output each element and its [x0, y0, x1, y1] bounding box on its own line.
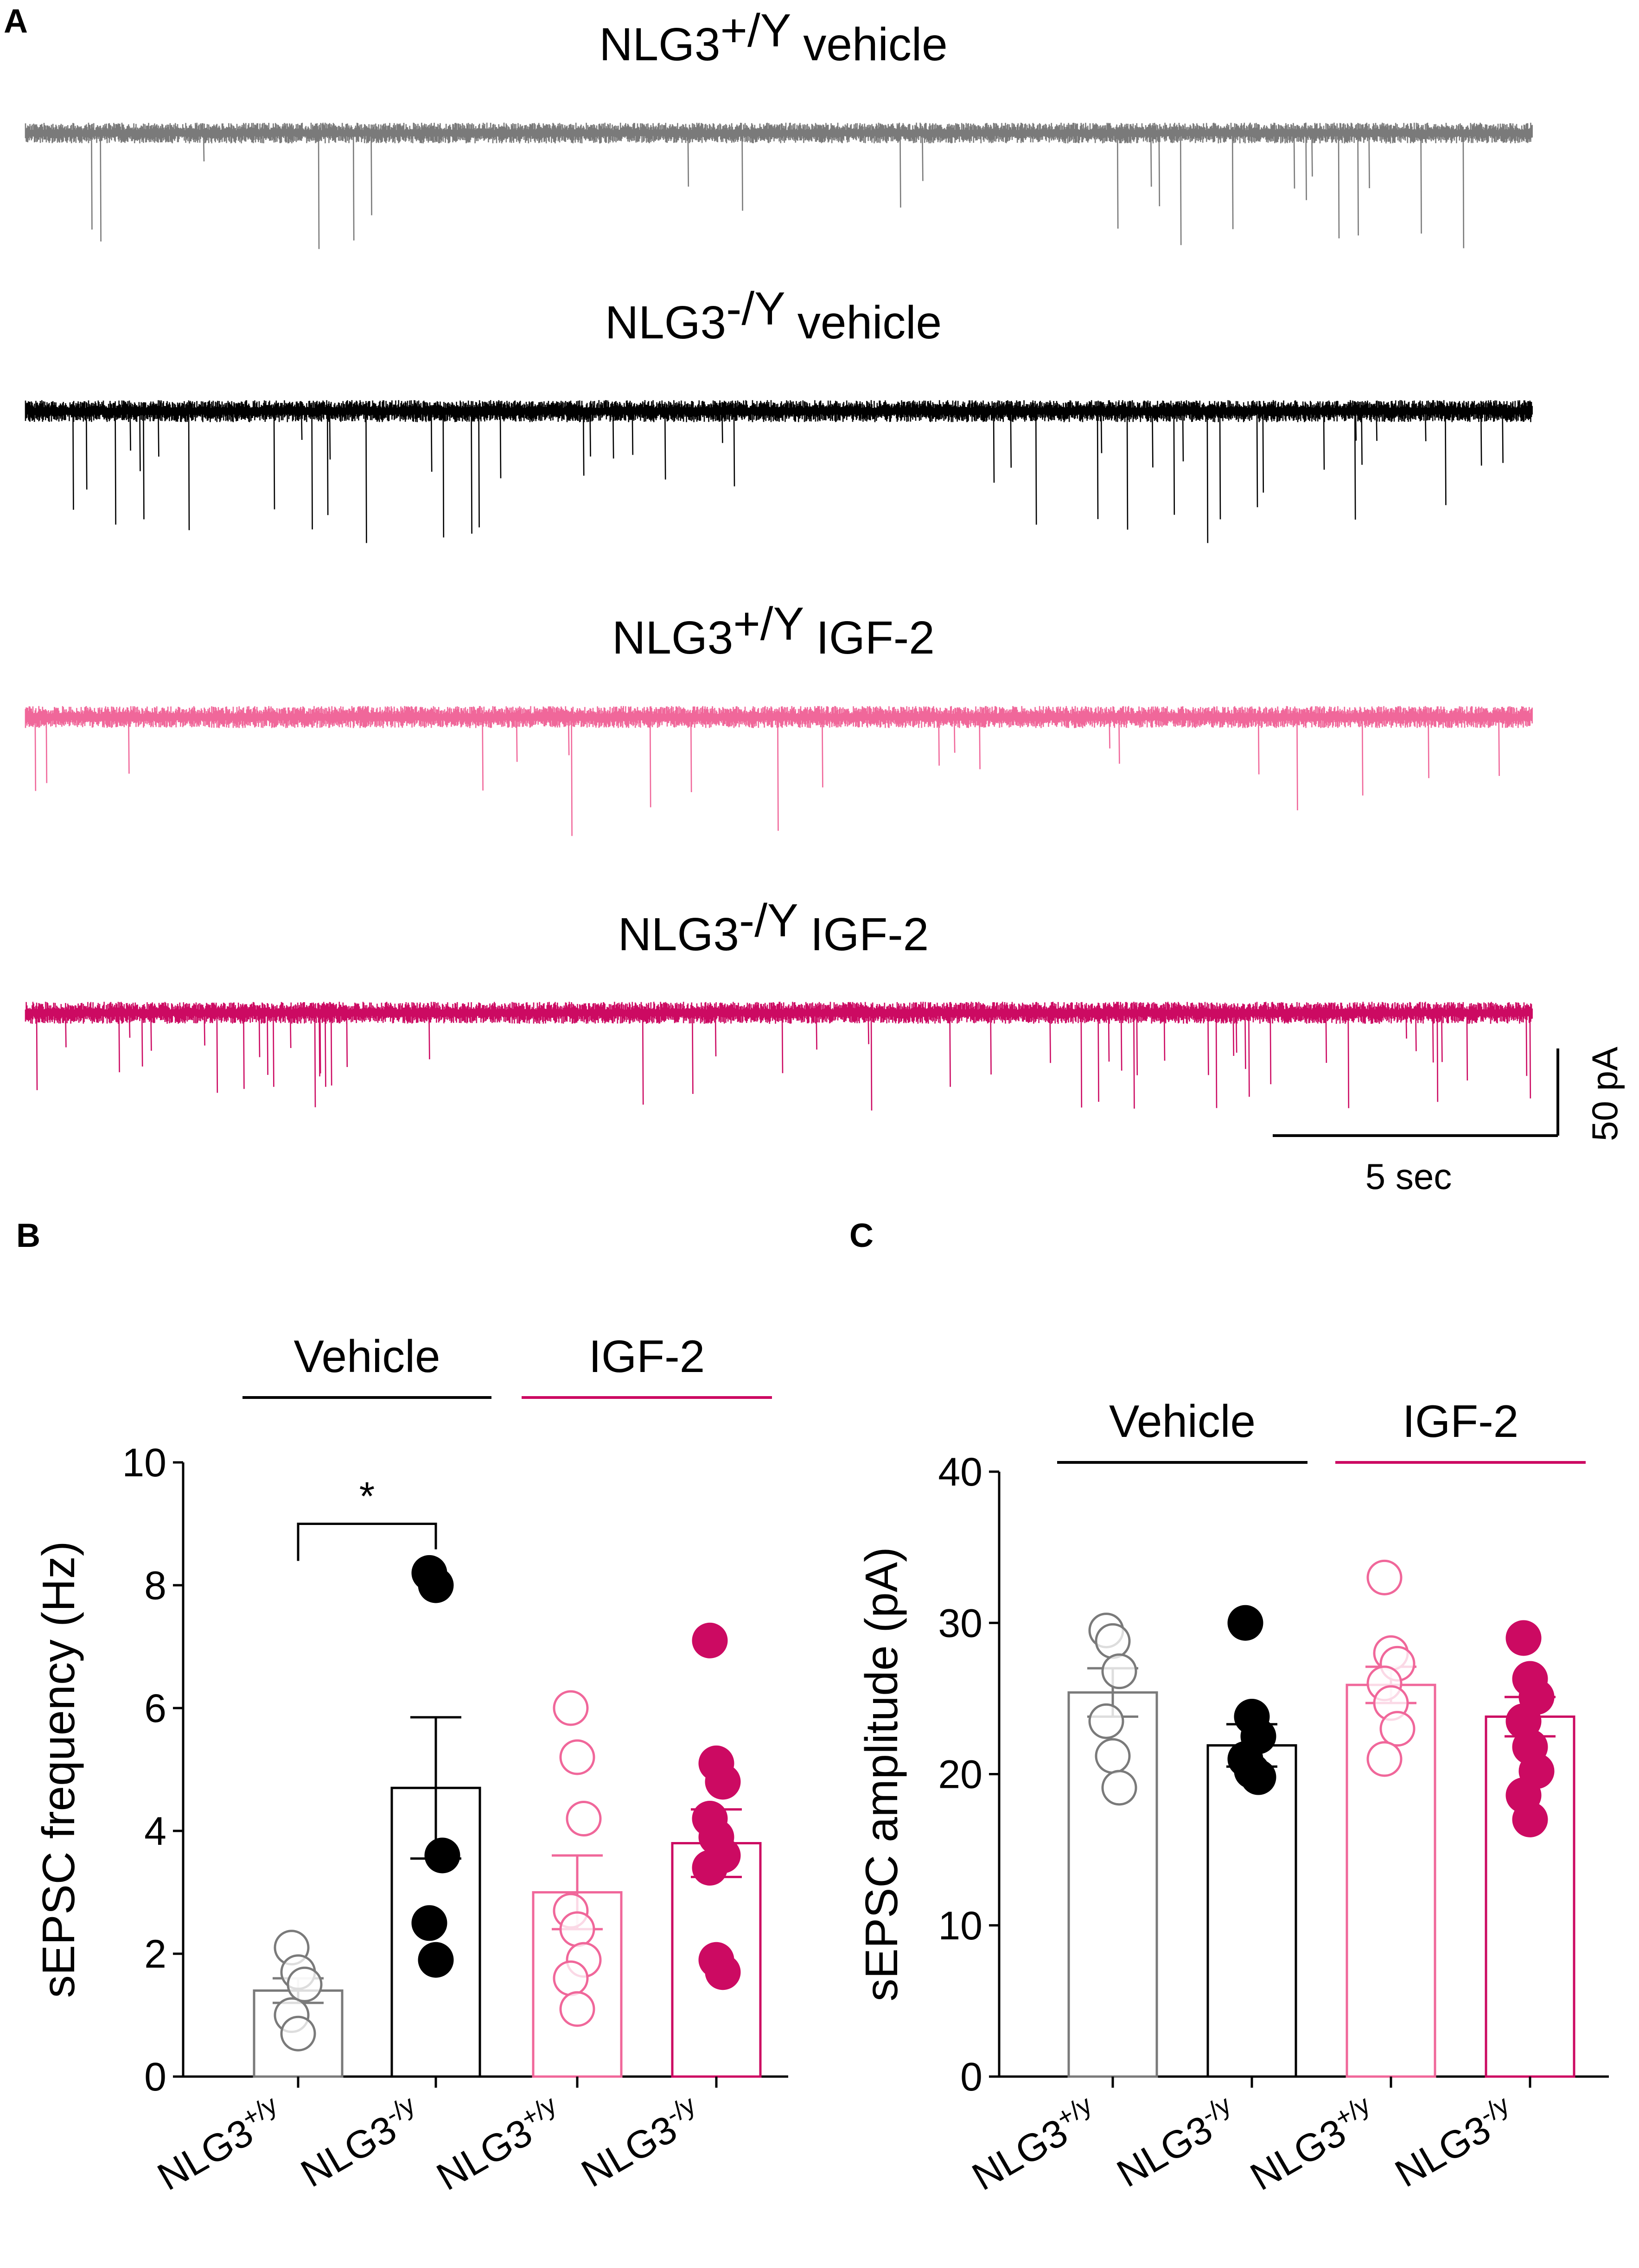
significance-bracket	[297, 1523, 437, 1561]
category-label-base: NLG3	[293, 2107, 403, 2195]
trace-title-3-superscript: -/Y	[739, 895, 797, 947]
trace-title-3-suffix: IGF-2	[797, 908, 929, 960]
data-point	[566, 1801, 602, 1836]
scale-bar-current-label: 50 pA	[1584, 1047, 1625, 1141]
data-point	[418, 1567, 454, 1603]
group-label: Vehicle	[1109, 1396, 1256, 1447]
y-tick-label: 0	[960, 2055, 982, 2099]
y-axis-label: sEPSC frequency (Hz)	[33, 1541, 84, 1998]
trace-2	[25, 706, 1533, 836]
trace-title-3-base: NLG3	[618, 908, 739, 960]
data-point	[553, 1960, 589, 1996]
trace-3	[25, 1002, 1533, 1111]
category-label-base: NLG3	[429, 2110, 539, 2198]
panel-c-letter: C	[849, 1217, 874, 1254]
category-label-base: NLG3	[1110, 2107, 1219, 2195]
data-point	[559, 1911, 595, 1947]
category-label-base: NLG3	[150, 2110, 260, 2198]
category-label: NLG3-/y	[573, 2090, 709, 2195]
data-point	[411, 1905, 447, 1941]
group-label: IGF-2	[1403, 1396, 1518, 1447]
y-tick-label: 30	[938, 1601, 982, 1645]
trace-title-0-superscript: +/Y	[721, 5, 791, 57]
data-point	[1366, 1559, 1403, 1595]
trace-title-0-base: NLG3	[599, 19, 720, 70]
data-point	[1101, 1653, 1137, 1690]
data-point	[1366, 1741, 1403, 1777]
trace-title-1: NLG3-/Y vehicle	[605, 283, 942, 349]
trace-title-2-suffix: IGF-2	[803, 612, 934, 664]
category-label: NLG3-/y	[1108, 2090, 1244, 2195]
category-label-base: NLG3	[1388, 2107, 1498, 2195]
y-tick-label: 40	[938, 1450, 982, 1494]
y-tick-label: 8	[144, 1563, 166, 1608]
data-point	[1227, 1605, 1263, 1641]
y-tick-label: 6	[144, 1686, 166, 1731]
trace-title-3: NLG3-/Y IGF-2	[618, 895, 929, 960]
data-point	[1088, 1703, 1124, 1739]
data-point	[287, 1966, 323, 2002]
y-tick-label: 20	[938, 1753, 982, 1797]
category-label: NLG3+/y	[1241, 2090, 1384, 2198]
y-tick-label: 10	[938, 1904, 982, 1948]
data-point	[418, 1942, 454, 1978]
data-point	[1240, 1759, 1276, 1795]
data-point	[1101, 1770, 1137, 1806]
panel-a-letter: A	[4, 3, 28, 40]
category-label: NLG3+/y	[963, 2090, 1105, 2198]
category-label-base: NLG3	[1243, 2110, 1353, 2198]
category-label: NLG3-/y	[292, 2090, 428, 2195]
category-label: NLG3+/y	[427, 2090, 570, 2198]
scale-bar-time-label: 5 sec	[1365, 1156, 1452, 1197]
trace-title-2: NLG3+/Y IGF-2	[612, 598, 935, 664]
y-tick-label: 10	[122, 1441, 166, 1485]
trace-title-2-superscript: +/Y	[733, 598, 803, 650]
category-label-base: NLG3	[574, 2107, 684, 2195]
data-point	[692, 1850, 728, 1886]
trace-title-0: NLG3+/Y vehicle	[599, 5, 947, 70]
data-point	[1095, 1738, 1131, 1774]
trace-1	[25, 400, 1533, 543]
trace-title-2-base: NLG3	[612, 612, 733, 664]
data-point	[280, 2015, 316, 2052]
panel-b-letter: B	[16, 1217, 40, 1254]
data-point	[1095, 1623, 1131, 1659]
data-point	[553, 1690, 589, 1726]
significance-label: *	[359, 1474, 375, 1519]
data-point	[1512, 1801, 1548, 1837]
trace-title-0-suffix: vehicle	[791, 19, 948, 70]
chart-frequency: 0 2 4 6 8 10 sEPSC frequency (Hz) Vehicle IGF-2 N…	[33, 1331, 788, 2198]
y-tick-label: 2	[144, 1932, 166, 1976]
data-point	[705, 1954, 741, 1990]
y-tick-label: 0	[144, 2055, 166, 2099]
data-point	[692, 1622, 728, 1658]
trace-0	[25, 122, 1533, 249]
bar	[1206, 1744, 1297, 2078]
group-label: IGF-2	[589, 1331, 705, 1382]
data-point	[1505, 1620, 1542, 1656]
data-point	[559, 1991, 595, 2027]
scale-bar: 5 sec 50 pA	[1273, 1047, 1625, 1197]
trace-title-1-base: NLG3	[605, 297, 726, 349]
data-point	[1379, 1711, 1416, 1747]
group-label: Vehicle	[293, 1331, 440, 1382]
chart-amplitude: 0 10 20 30 40 sEPSC amplitude (pA) Vehicle IGF-…	[856, 1396, 1609, 2198]
category-label-base: NLG3	[965, 2110, 1075, 2198]
trace-title-1-superscript: -/Y	[726, 283, 784, 335]
data-point	[424, 1837, 460, 1874]
trace-title-1-suffix: vehicle	[784, 297, 942, 349]
data-point	[559, 1739, 595, 1775]
category-label: NLG3+/y	[148, 2090, 291, 2198]
y-axis-label: sEPSC amplitude (pA)	[856, 1547, 907, 2001]
y-tick-label: 4	[144, 1809, 166, 1854]
category-label: NLG3-/y	[1386, 2090, 1523, 2195]
data-point	[705, 1764, 741, 1800]
